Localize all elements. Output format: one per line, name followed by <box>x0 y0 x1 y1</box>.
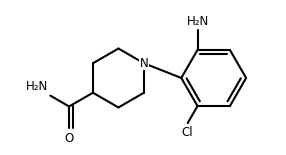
Text: H₂N: H₂N <box>186 15 208 28</box>
Text: N: N <box>140 57 148 70</box>
Text: H₂N: H₂N <box>26 80 48 93</box>
Text: O: O <box>65 132 74 145</box>
Text: Cl: Cl <box>182 126 194 139</box>
